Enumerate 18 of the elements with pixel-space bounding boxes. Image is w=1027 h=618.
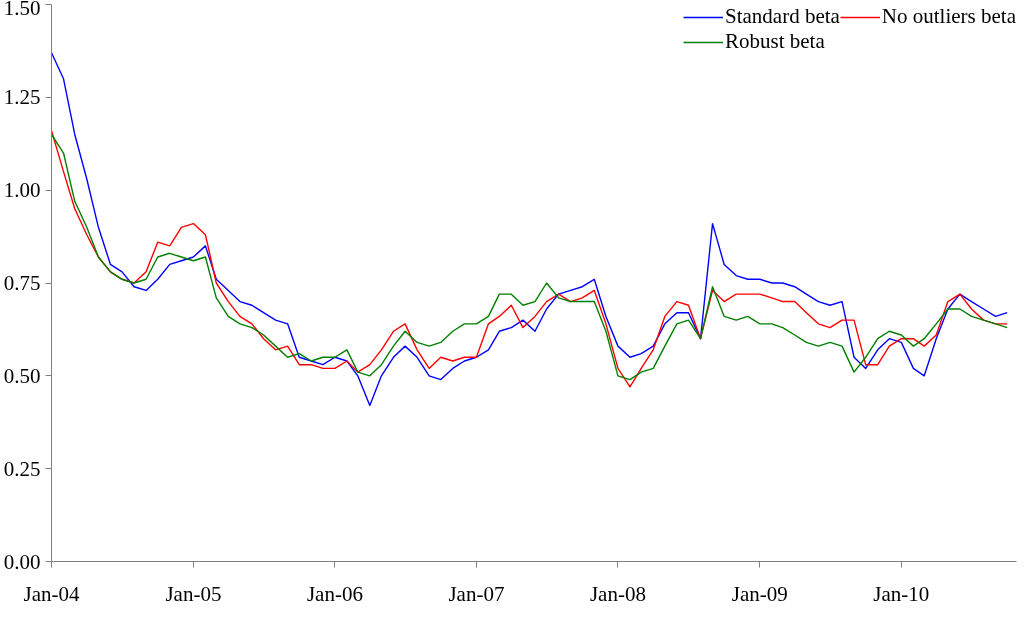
legend-label: Standard beta	[724, 4, 840, 29]
y-tick-label: 0.25	[3, 456, 41, 481]
legend-label: No outliers beta	[881, 4, 1016, 29]
x-tick-label: Jan-09	[731, 581, 788, 606]
x-tick-label: Jan-08	[589, 581, 646, 606]
y-tick-label: 1.25	[3, 85, 41, 110]
x-tick-label: Jan-05	[165, 581, 222, 606]
y-tick-label: 1.00	[3, 178, 41, 203]
x-tick-label: Jan-06	[306, 581, 363, 606]
y-tick-label: 0.50	[3, 363, 41, 388]
y-tick-label: 0.75	[3, 271, 41, 295]
x-tick-label: Jan-07	[448, 581, 505, 606]
y-tick-label: 0.00	[3, 549, 41, 574]
x-tick-label: Jan-10	[873, 581, 930, 606]
legend-label: Robust beta	[724, 29, 825, 54]
x-tick-label: Jan-04	[23, 581, 80, 606]
y-tick-label: 1.50	[3, 0, 41, 20]
line-series	[51, 52, 1008, 407]
